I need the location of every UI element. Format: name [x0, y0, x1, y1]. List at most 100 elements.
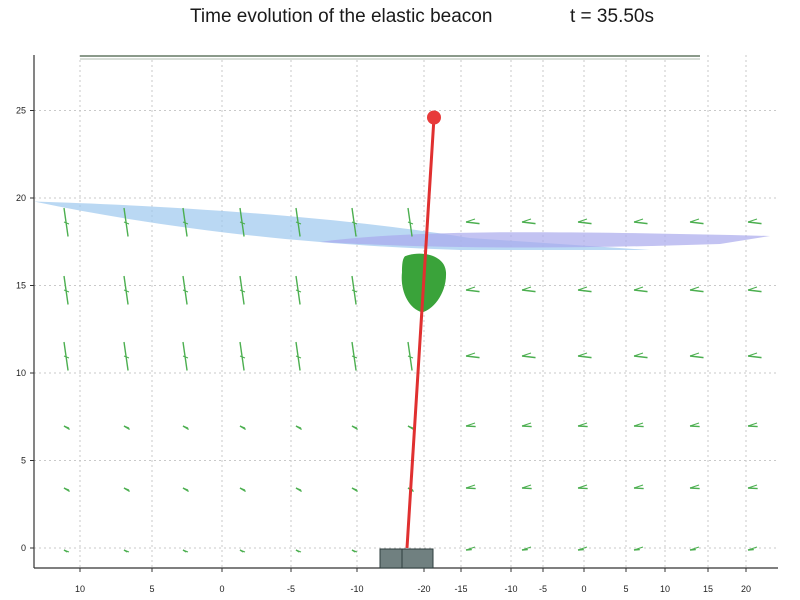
base-block — [379, 548, 434, 569]
velocity-arrow — [521, 487, 532, 490]
velocity-arrow — [351, 549, 358, 553]
beacon-tip — [427, 110, 441, 125]
velocity-arrow — [577, 484, 588, 489]
velocity-arrow — [633, 546, 644, 551]
velocity-arrow — [182, 355, 189, 359]
velocity-arrow — [577, 221, 592, 225]
velocity-arrow — [63, 355, 70, 359]
velocity-arrow — [182, 207, 188, 237]
velocity-arrow — [63, 275, 69, 305]
velocity-arrow — [239, 355, 246, 359]
velocity-arrow — [747, 487, 758, 490]
velocity-arrow — [351, 487, 358, 491]
velocity-arrow — [689, 546, 700, 551]
velocity-arrow — [747, 422, 758, 427]
velocity-arrow — [295, 275, 301, 305]
velocity-arrow — [689, 352, 700, 357]
velocity-arrow — [465, 286, 476, 291]
velocity-arrow — [465, 289, 480, 293]
x-tick-label: 5 — [149, 584, 154, 594]
velocity-arrow — [689, 286, 700, 291]
velocity-arrow — [351, 221, 358, 225]
velocity-arrow — [465, 484, 476, 489]
velocity-arrow — [407, 425, 414, 429]
velocity-arrow — [521, 484, 532, 489]
water-surface-far — [320, 232, 770, 248]
velocity-arrow — [747, 425, 758, 428]
velocity-arrow — [577, 425, 588, 428]
velocity-arrow — [689, 355, 704, 359]
velocity-arrow — [577, 289, 592, 293]
velocity-arrow — [465, 422, 476, 427]
x-tick-label: 15 — [703, 584, 713, 594]
velocity-arrow — [689, 218, 700, 223]
velocity-arrow — [407, 207, 413, 237]
velocity-arrow — [239, 425, 246, 429]
velocity-arrow — [747, 218, 758, 223]
velocity-arrow — [239, 221, 246, 225]
velocity-arrow — [633, 218, 644, 223]
velocity-arrow — [521, 289, 536, 293]
velocity-arrow — [747, 355, 762, 359]
velocity-arrow — [633, 352, 644, 357]
velocity-arrow — [123, 221, 130, 225]
velocity-arrow — [465, 487, 476, 490]
velocity-arrow — [182, 275, 188, 305]
velocity-arrow — [239, 207, 245, 237]
velocity-arrow — [239, 341, 245, 371]
water-surface-near — [34, 201, 650, 250]
velocity-arrow — [465, 221, 480, 225]
velocity-arrow — [239, 275, 245, 305]
x-tick-label: -10 — [350, 584, 363, 594]
x-tick-label: 5 — [623, 584, 628, 594]
velocity-arrow — [295, 341, 301, 371]
x-tick-label: -5 — [287, 584, 295, 594]
velocity-arrow — [63, 207, 69, 237]
y-tick-label: 10 — [16, 368, 26, 378]
y-tick-label: 5 — [21, 456, 26, 466]
x-tick-label: 20 — [741, 584, 751, 594]
velocity-arrow — [407, 355, 414, 359]
velocity-arrow — [351, 355, 358, 359]
velocity-arrow — [577, 422, 588, 427]
velocity-arrow — [747, 484, 758, 489]
velocity-arrow — [295, 487, 302, 491]
velocity-arrow — [182, 341, 188, 371]
velocity-arrow — [123, 355, 130, 359]
velocity-arrow — [633, 425, 644, 428]
x-tick-label: 10 — [75, 584, 85, 594]
velocity-arrow — [633, 487, 644, 490]
velocity-arrow — [747, 221, 762, 225]
velocity-arrow — [239, 549, 246, 553]
x-tick-label: 0 — [219, 584, 224, 594]
velocity-arrow — [63, 425, 70, 429]
velocity-arrow — [123, 289, 130, 293]
velocity-arrow — [407, 341, 413, 371]
velocity-arrow — [633, 286, 644, 291]
velocity-arrow — [521, 221, 536, 225]
velocity-arrow — [182, 487, 189, 491]
y-tick-label: 15 — [16, 281, 26, 291]
velocity-arrow — [521, 546, 532, 551]
velocity-arrow — [182, 425, 189, 429]
time-label: t = 35.50s — [570, 6, 654, 27]
velocity-arrow — [351, 425, 358, 429]
velocity-arrow — [521, 425, 532, 428]
x-tick-label: -10 — [504, 584, 517, 594]
velocity-arrow — [351, 341, 357, 371]
velocity-arrow — [633, 289, 648, 293]
velocity-arrow — [63, 221, 70, 225]
velocity-arrow — [577, 487, 588, 490]
y-tick-label: 20 — [16, 193, 26, 203]
velocity-arrow — [123, 275, 129, 305]
velocity-arrow — [577, 546, 588, 551]
velocity-arrow — [633, 221, 648, 225]
velocity-arrow — [521, 422, 532, 427]
velocity-arrow — [123, 549, 130, 553]
velocity-arrow — [633, 484, 644, 489]
velocity-arrow — [182, 549, 189, 553]
velocity-arrow — [295, 549, 302, 553]
velocity-arrow — [577, 352, 588, 357]
velocity-arrow — [63, 549, 70, 553]
